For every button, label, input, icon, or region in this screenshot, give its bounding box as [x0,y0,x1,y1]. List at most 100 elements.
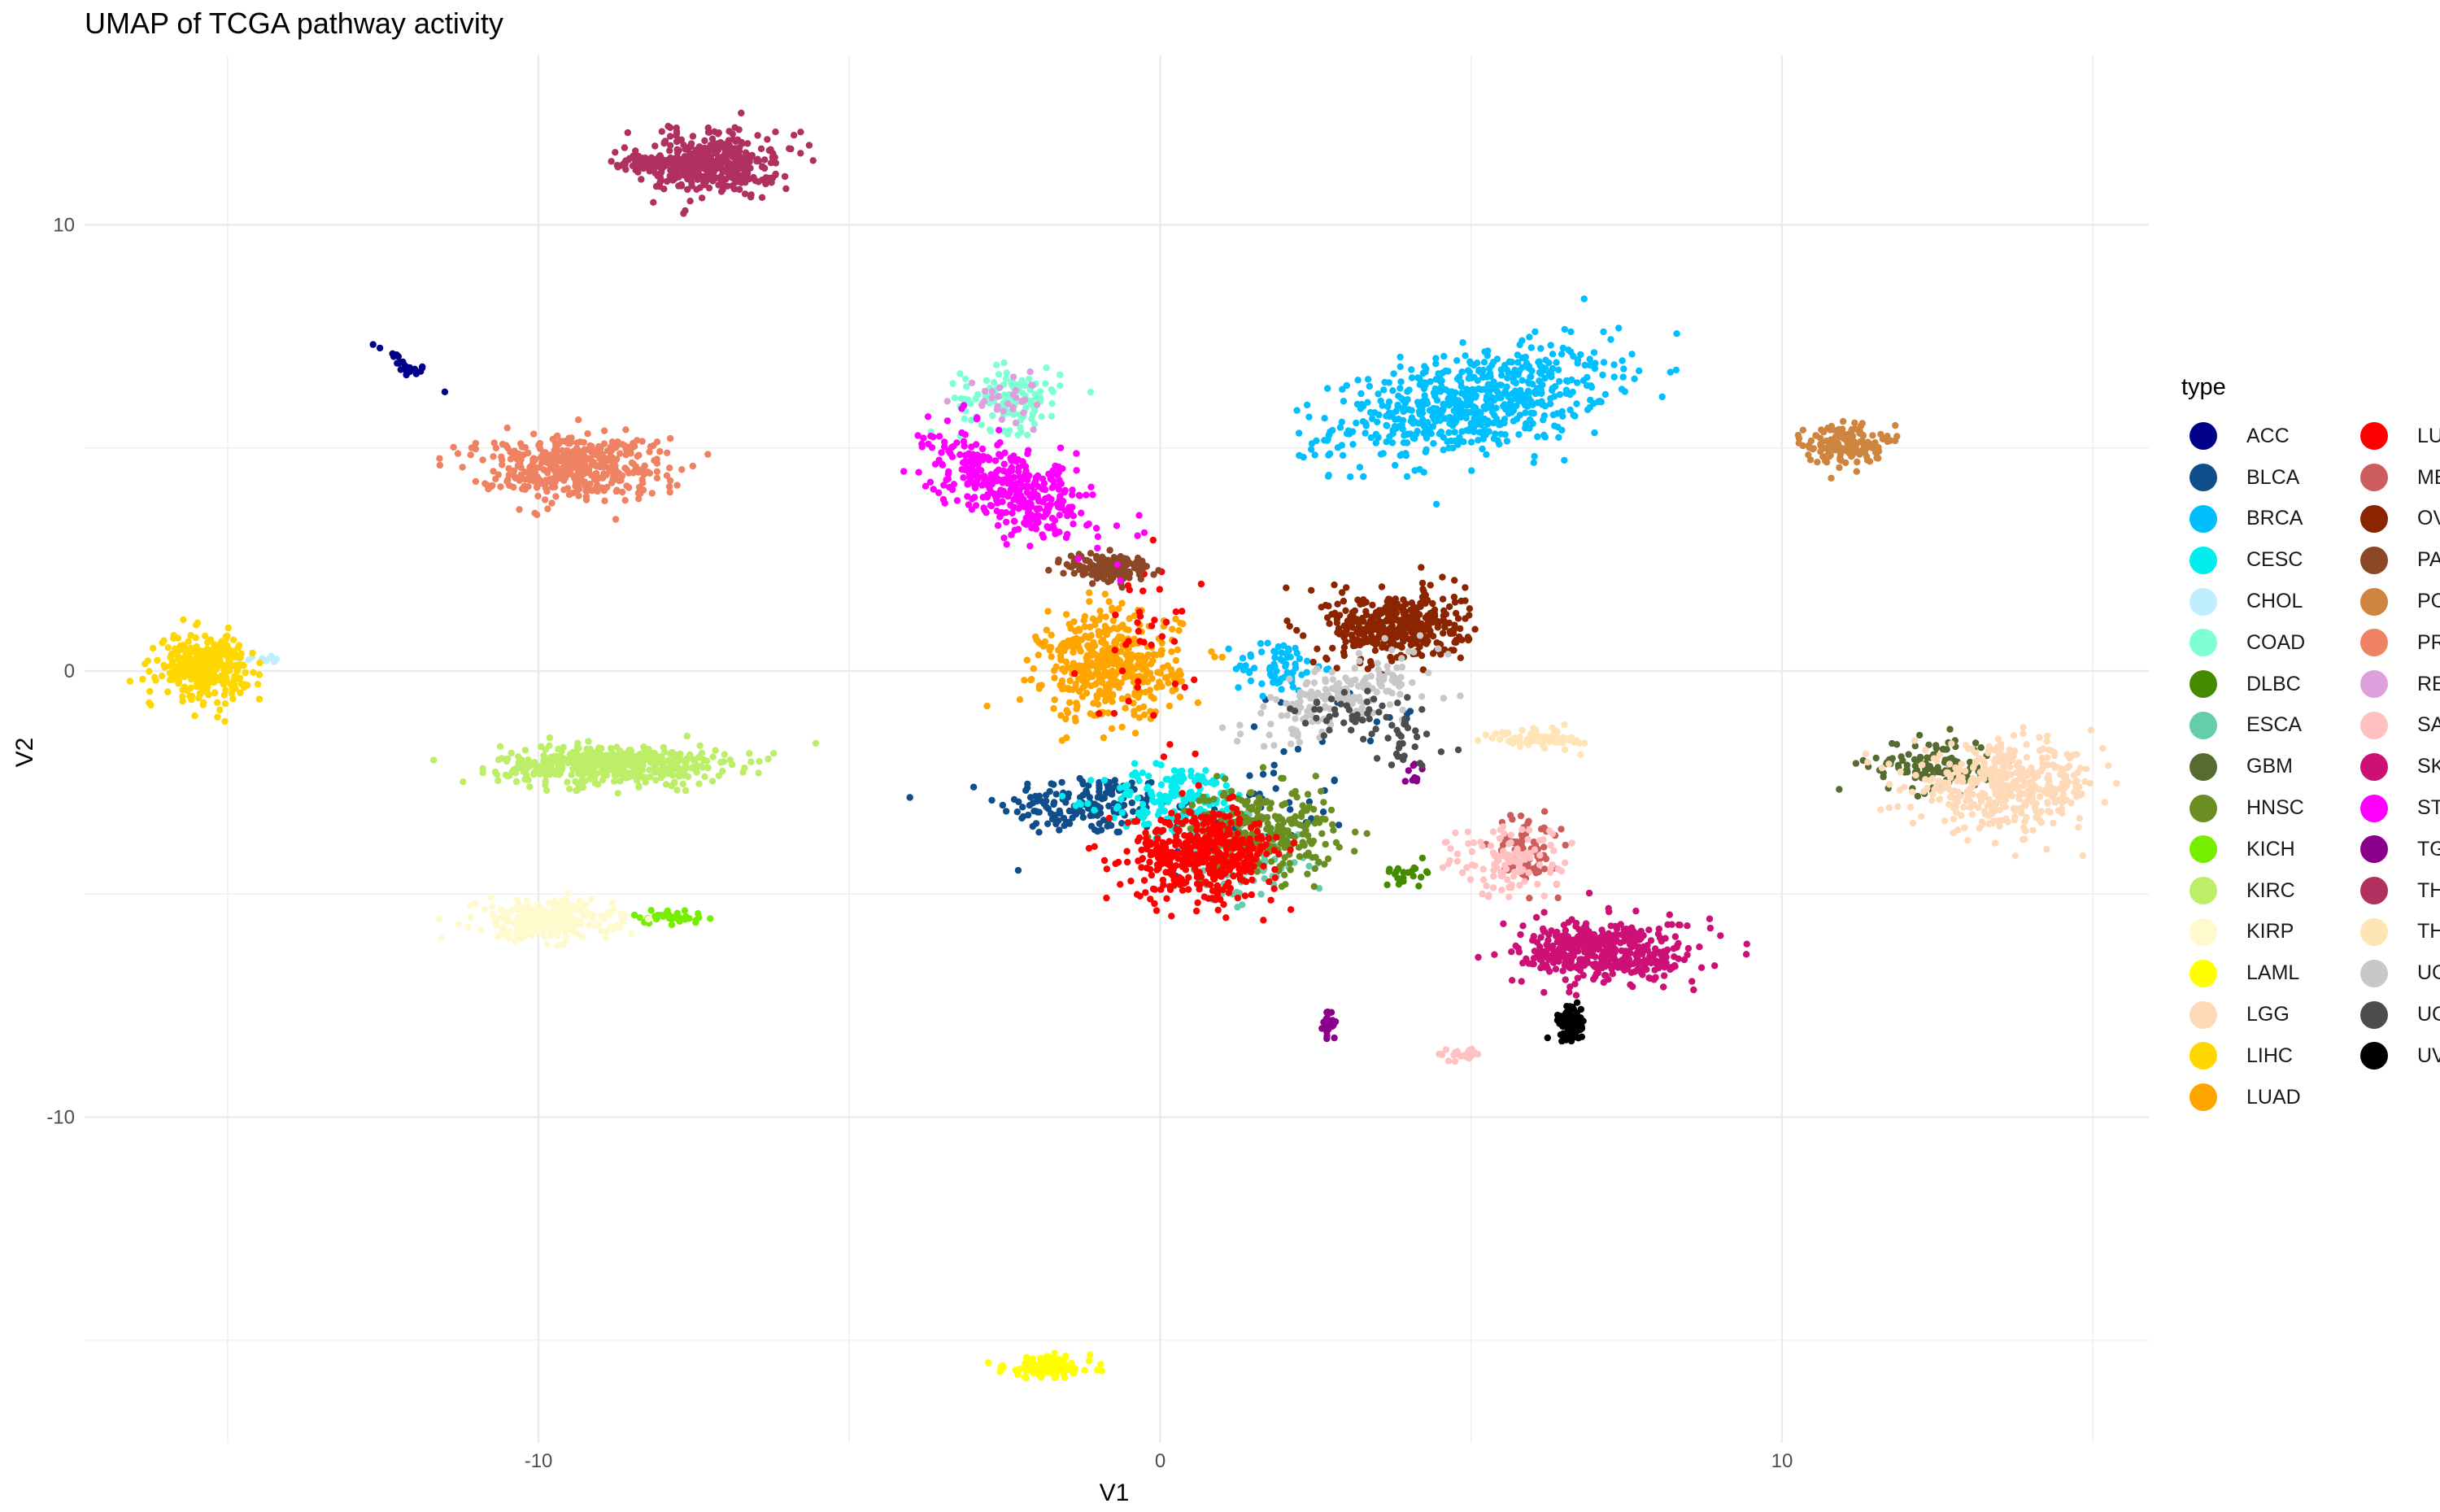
data-point [2043,732,2051,739]
data-point [217,677,224,684]
data-point [1631,375,1638,382]
data-point [709,778,717,785]
data-point [1122,791,1129,798]
data-point [1227,819,1235,826]
data-point [1488,361,1496,369]
data-point [1279,657,1287,664]
data-point [526,763,534,770]
data-point [1264,813,1271,821]
data-point [1059,664,1066,673]
data-point [1096,809,1105,817]
data-point [564,778,571,786]
data-point [205,691,212,699]
series-kirp [435,890,652,949]
data-point [1367,658,1375,665]
data-point [1379,623,1387,630]
data-point [1342,638,1349,646]
data-point [254,681,262,688]
data-point [1124,582,1132,590]
data-point [1303,401,1311,409]
data-point [223,642,231,649]
data-point [1017,382,1024,390]
data-point [608,899,617,906]
data-point [1214,906,1222,914]
data-point [1280,747,1288,756]
data-point [1569,388,1576,396]
data-point [1433,397,1441,404]
data-point [220,691,229,699]
data-point [1430,413,1438,420]
data-point [978,421,985,429]
data-point [1057,643,1065,651]
data-point [634,769,642,776]
data-point [1117,881,1124,888]
data-point [214,664,221,671]
data-point [660,762,667,769]
data-point [1170,638,1179,645]
data-point [573,922,580,929]
data-point [572,778,579,786]
data-point [229,695,237,703]
data-point [1246,861,1253,868]
data-point [152,677,159,684]
data-point [2010,732,2017,739]
data-point [1429,650,1437,657]
data-point [1181,683,1188,691]
data-point [1172,862,1180,869]
data-point [1161,674,1170,682]
data-point [1046,787,1053,795]
data-point [1372,430,1380,438]
data-point [1445,402,1453,409]
data-point [1028,676,1035,683]
data-point [1924,784,1931,792]
data-point [1523,359,1531,367]
data-point [268,652,275,660]
data-point [1852,760,1860,767]
data-point [1135,678,1142,685]
data-point [1153,866,1161,874]
data-point [1462,414,1471,422]
data-point [1148,675,1156,682]
data-point [221,717,229,725]
data-point [1411,467,1418,474]
data-point [1187,788,1195,795]
data-point [2024,771,2033,778]
data-point [1165,820,1172,827]
data-point [1340,398,1348,405]
data-point [1600,359,1608,366]
data-point [1398,421,1406,429]
data-point [1359,418,1367,425]
data-point [1403,439,1411,447]
data-point [376,344,384,352]
data-point [1186,808,1193,816]
data-point [1289,683,1297,691]
data-point [1579,377,1588,384]
data-point [1434,624,1442,631]
data-point [1139,855,1147,862]
data-point [1332,839,1340,847]
data-point [540,931,547,939]
data-point [1016,696,1024,704]
data-point [1111,647,1119,654]
data-point [235,642,243,649]
data-point [1403,473,1411,481]
data-point [1961,824,1968,831]
data-point [1955,773,1963,780]
data-point [1449,630,1457,637]
data-point [1176,693,1184,701]
data-point [175,662,182,669]
data-point [2054,764,2061,771]
data-point [1382,603,1389,612]
data-point [1424,419,1431,426]
data-point [1030,407,1039,415]
data-point [1197,580,1205,588]
data-point [1414,374,1422,381]
data-point [1941,817,1949,825]
data-point [1962,767,1969,775]
data-point [1002,808,1010,815]
data-point [603,935,610,942]
data-point [1991,785,1999,792]
data-point [1457,625,1464,633]
data-point [1559,412,1566,420]
data-point [147,701,155,709]
